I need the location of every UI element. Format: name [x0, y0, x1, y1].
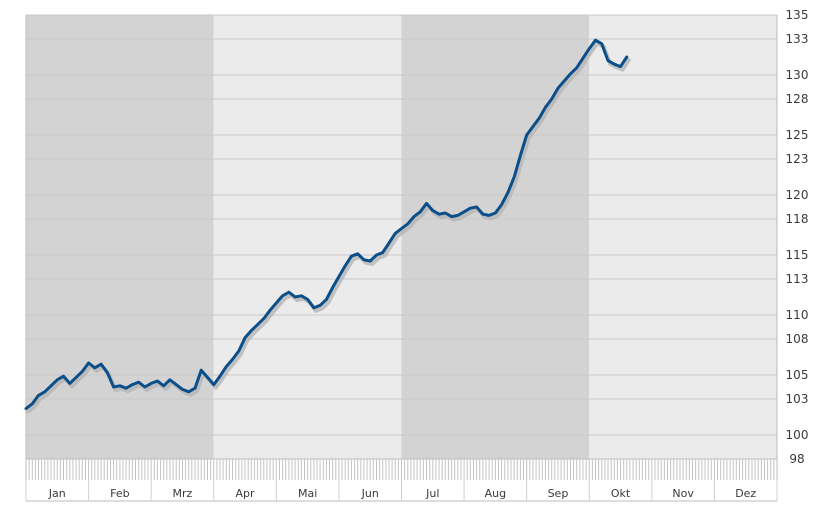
- y-tick-label-130: 130: [786, 68, 809, 82]
- series-line-0: [24, 38, 629, 411]
- x-tick-label-jul: Jul: [425, 487, 439, 500]
- x-tick-label-okt: Okt: [611, 487, 631, 500]
- quarter-band-4: [589, 15, 777, 459]
- y-tick-label-120: 120: [786, 188, 809, 202]
- y-tick-label-105: 105: [786, 368, 809, 382]
- minor-ticks-path: [25, 459, 778, 480]
- y-tick-label-115: 115: [786, 248, 809, 262]
- series-group: [24, 38, 631, 414]
- minor-tick-strip: [25, 459, 778, 481]
- x-tick-label-aug: Aug: [485, 487, 506, 500]
- x-axis-month-labels: Jan Feb Mrz Apr Mai Jun Jul Aug Sep Okt Nov Dez: [48, 487, 757, 500]
- y-tick-label-100: 100: [786, 428, 809, 442]
- y-tick-label-98: 98: [789, 452, 804, 466]
- x-tick-label-feb: Feb: [110, 487, 129, 500]
- y-tick-label-108: 108: [786, 332, 809, 346]
- quarter-bands: [26, 15, 777, 459]
- x-tick-label-dez: Dez: [735, 487, 756, 500]
- x-tick-label-jan: Jan: [48, 487, 66, 500]
- x-tick-label-mai: Mai: [298, 487, 317, 500]
- y-tick-label-123: 123: [786, 152, 809, 166]
- x-tick-label-sep: Sep: [548, 487, 569, 500]
- y-tick-label-135: 135: [786, 8, 809, 22]
- y-tick-label-113: 113: [786, 272, 809, 286]
- x-tick-label-mrz: Mrz: [173, 487, 193, 500]
- x-tick-label-jun: Jun: [361, 487, 379, 500]
- y-axis-tick-labels: 98 100 103 105 108 110 113 115 118 120 123 125 128 13…: [786, 8, 809, 466]
- y-tick-label-133: 133: [786, 32, 809, 46]
- y-tick-label-128: 128: [786, 92, 809, 106]
- quarter-band-2: [213, 15, 402, 459]
- quarter-band-3: [401, 15, 590, 459]
- y-tick-label-118: 118: [786, 212, 809, 226]
- x-tick-label-apr: Apr: [236, 487, 256, 500]
- y-tick-label-125: 125: [786, 128, 809, 142]
- series-line-shadow-0: [26, 41, 631, 414]
- y-tick-label-110: 110: [786, 308, 809, 322]
- axis-frame: [25, 15, 778, 502]
- x-tick-label-nov: Nov: [672, 487, 694, 500]
- y-tick-label-103: 103: [786, 392, 809, 406]
- horizontal-gridlines: [26, 14, 777, 460]
